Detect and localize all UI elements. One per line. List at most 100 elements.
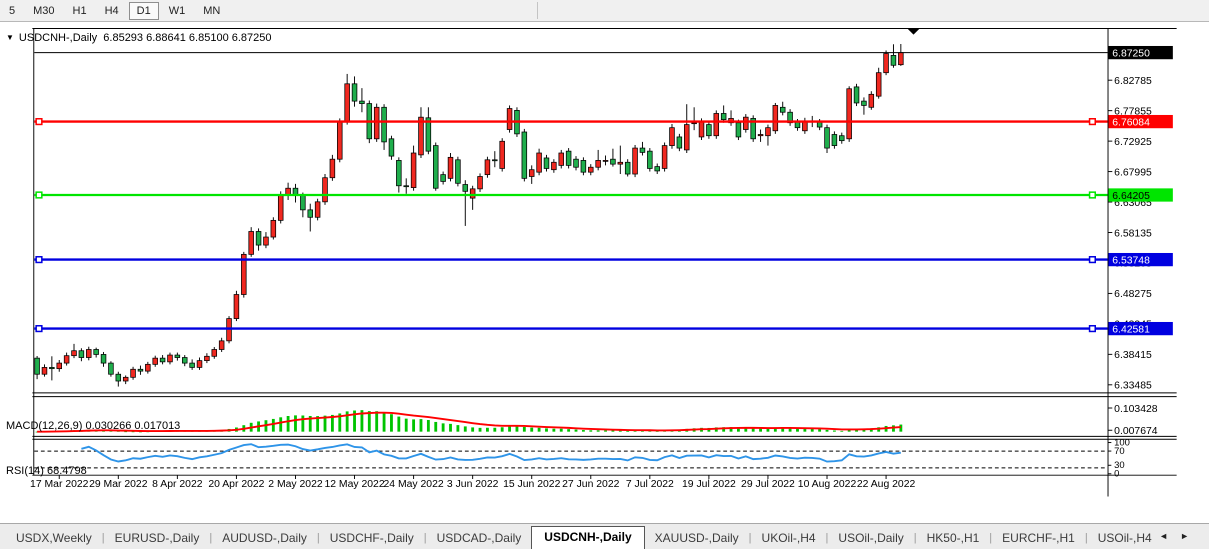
date-axis-label: 2 May 2022 bbox=[268, 479, 323, 490]
candle-body bbox=[624, 161, 631, 175]
macd-bar bbox=[581, 430, 585, 432]
hline-handle[interactable] bbox=[35, 325, 43, 333]
macd-bar bbox=[596, 430, 600, 432]
tab-usdx-weekly[interactable]: USDX,Weekly bbox=[16, 531, 92, 545]
macd-bar bbox=[545, 428, 548, 432]
macd-bar bbox=[486, 427, 489, 432]
candle-body bbox=[573, 158, 579, 168]
candle-body bbox=[861, 100, 867, 106]
macd-bar bbox=[330, 414, 334, 432]
timeframe-button-m30[interactable]: M30 bbox=[33, 4, 55, 17]
timeframe-button-5[interactable]: 5 bbox=[9, 4, 16, 17]
hline-handle[interactable] bbox=[35, 191, 43, 199]
tab-usdcnh-daily[interactable]: USDCNH-,Daily bbox=[531, 526, 645, 549]
candle-body bbox=[137, 368, 144, 372]
price-axis-tick-label: 6.67995 bbox=[1114, 167, 1152, 178]
macd-bar bbox=[633, 430, 637, 432]
candle-body bbox=[56, 362, 62, 370]
hline-handle[interactable] bbox=[35, 118, 43, 126]
macd-bar bbox=[537, 427, 541, 432]
candle-body bbox=[329, 158, 336, 179]
price-chart: 6.82785 6.77855 6.72925 6.67995 6.63065 6.581… bbox=[30, 28, 1177, 497]
candle-body bbox=[63, 355, 70, 364]
candle-body bbox=[639, 147, 646, 153]
candle-body bbox=[750, 118, 756, 140]
rsi-line bbox=[81, 443, 901, 463]
macd-bar bbox=[478, 427, 482, 432]
candle-body bbox=[263, 236, 269, 246]
candle-body bbox=[152, 357, 158, 365]
candle-body bbox=[898, 52, 904, 66]
candle-body bbox=[521, 131, 528, 179]
macd-bar bbox=[316, 416, 320, 432]
hline-handle[interactable] bbox=[1088, 191, 1096, 199]
macd-bar bbox=[567, 429, 571, 432]
tab-separator: | bbox=[989, 532, 993, 544]
price-badge bbox=[1108, 188, 1173, 202]
macd-bar bbox=[353, 410, 356, 432]
candle-body bbox=[602, 160, 609, 162]
candle-body bbox=[839, 135, 845, 142]
price-badge-label: 6.53748 bbox=[1112, 255, 1150, 266]
tabs-scroll-left-icon[interactable]: ◄ bbox=[1159, 531, 1181, 541]
hline-handle[interactable] bbox=[35, 256, 43, 264]
hline-handle[interactable] bbox=[1088, 325, 1096, 333]
tab-separator: | bbox=[423, 532, 427, 544]
candle-body bbox=[772, 105, 779, 132]
date-axis-label: 29 Jul 2022 bbox=[741, 479, 795, 490]
tab-usdchf-daily[interactable]: USDCHF-,Daily bbox=[329, 531, 414, 545]
macd-bar bbox=[810, 428, 814, 432]
candle-body bbox=[846, 88, 852, 140]
macd-bar bbox=[294, 415, 297, 432]
candle-body bbox=[853, 86, 860, 104]
tab-usoil-daily[interactable]: USOil-,Daily bbox=[838, 531, 904, 545]
macd-bar bbox=[729, 427, 733, 432]
candle-body bbox=[373, 106, 380, 140]
candle-body bbox=[890, 55, 897, 66]
candle-body bbox=[492, 159, 498, 162]
macd-axis-label: 0.007674 bbox=[1114, 426, 1158, 437]
candle-body bbox=[691, 122, 697, 125]
tab-usdcad-daily[interactable]: USDCAD-,Daily bbox=[436, 531, 522, 545]
candle-body bbox=[528, 169, 535, 177]
tab-hk50-h1[interactable]: HK50-,H1 bbox=[926, 531, 980, 545]
candle-body bbox=[108, 362, 114, 375]
tab-separator: | bbox=[913, 532, 917, 544]
candle-body bbox=[351, 83, 358, 102]
candle-body bbox=[277, 194, 284, 221]
macd-bar bbox=[899, 424, 903, 432]
date-axis-label: 19 Jul 2022 bbox=[682, 479, 736, 490]
date-axis-label: 29 Mar 2022 bbox=[89, 479, 148, 490]
candle-body bbox=[241, 253, 247, 295]
macd-bar bbox=[308, 415, 312, 432]
candle-body bbox=[824, 127, 830, 149]
candle-body bbox=[816, 121, 823, 128]
macd-bar bbox=[589, 430, 593, 432]
candle-body bbox=[455, 159, 461, 184]
macd-bar bbox=[530, 427, 534, 432]
current-bar-marker-icon bbox=[907, 28, 920, 35]
tab-usoil-h4[interactable]: USOil-,H4 bbox=[1097, 531, 1152, 545]
tabs-scroll-right-icon[interactable]: ► bbox=[1180, 531, 1201, 541]
tab-eurchf-h1[interactable]: EURCHF-,H1 bbox=[1002, 531, 1075, 545]
candle-body bbox=[875, 72, 882, 97]
timeframe-button-w1[interactable]: W1 bbox=[168, 4, 186, 17]
candle-body bbox=[418, 116, 424, 156]
timeframe-button-h1[interactable]: H1 bbox=[72, 4, 87, 17]
hline-handle[interactable] bbox=[1088, 256, 1096, 264]
tab-eurusd-daily[interactable]: EURUSD-,Daily bbox=[114, 531, 200, 545]
timeframe-button-h4[interactable]: H4 bbox=[104, 4, 119, 17]
macd-bar bbox=[759, 428, 762, 432]
hline-handle[interactable] bbox=[1088, 118, 1096, 126]
macd-bar bbox=[449, 423, 452, 432]
tab-xauusd-daily[interactable]: XAUUSD-,Daily bbox=[654, 531, 739, 545]
candle-body bbox=[181, 357, 188, 364]
macd-bar bbox=[397, 416, 401, 432]
macd-bar bbox=[390, 414, 393, 432]
macd-bar bbox=[360, 410, 364, 432]
tab-ukoil-h4[interactable]: UKOil-,H4 bbox=[761, 531, 816, 545]
timeframe-button-mn[interactable]: MN bbox=[203, 4, 221, 17]
candle-body bbox=[41, 367, 48, 375]
tab-audusd-daily[interactable]: AUDUSD-,Daily bbox=[222, 531, 307, 545]
timeframe-button-d1[interactable]: D1 bbox=[128, 1, 159, 20]
